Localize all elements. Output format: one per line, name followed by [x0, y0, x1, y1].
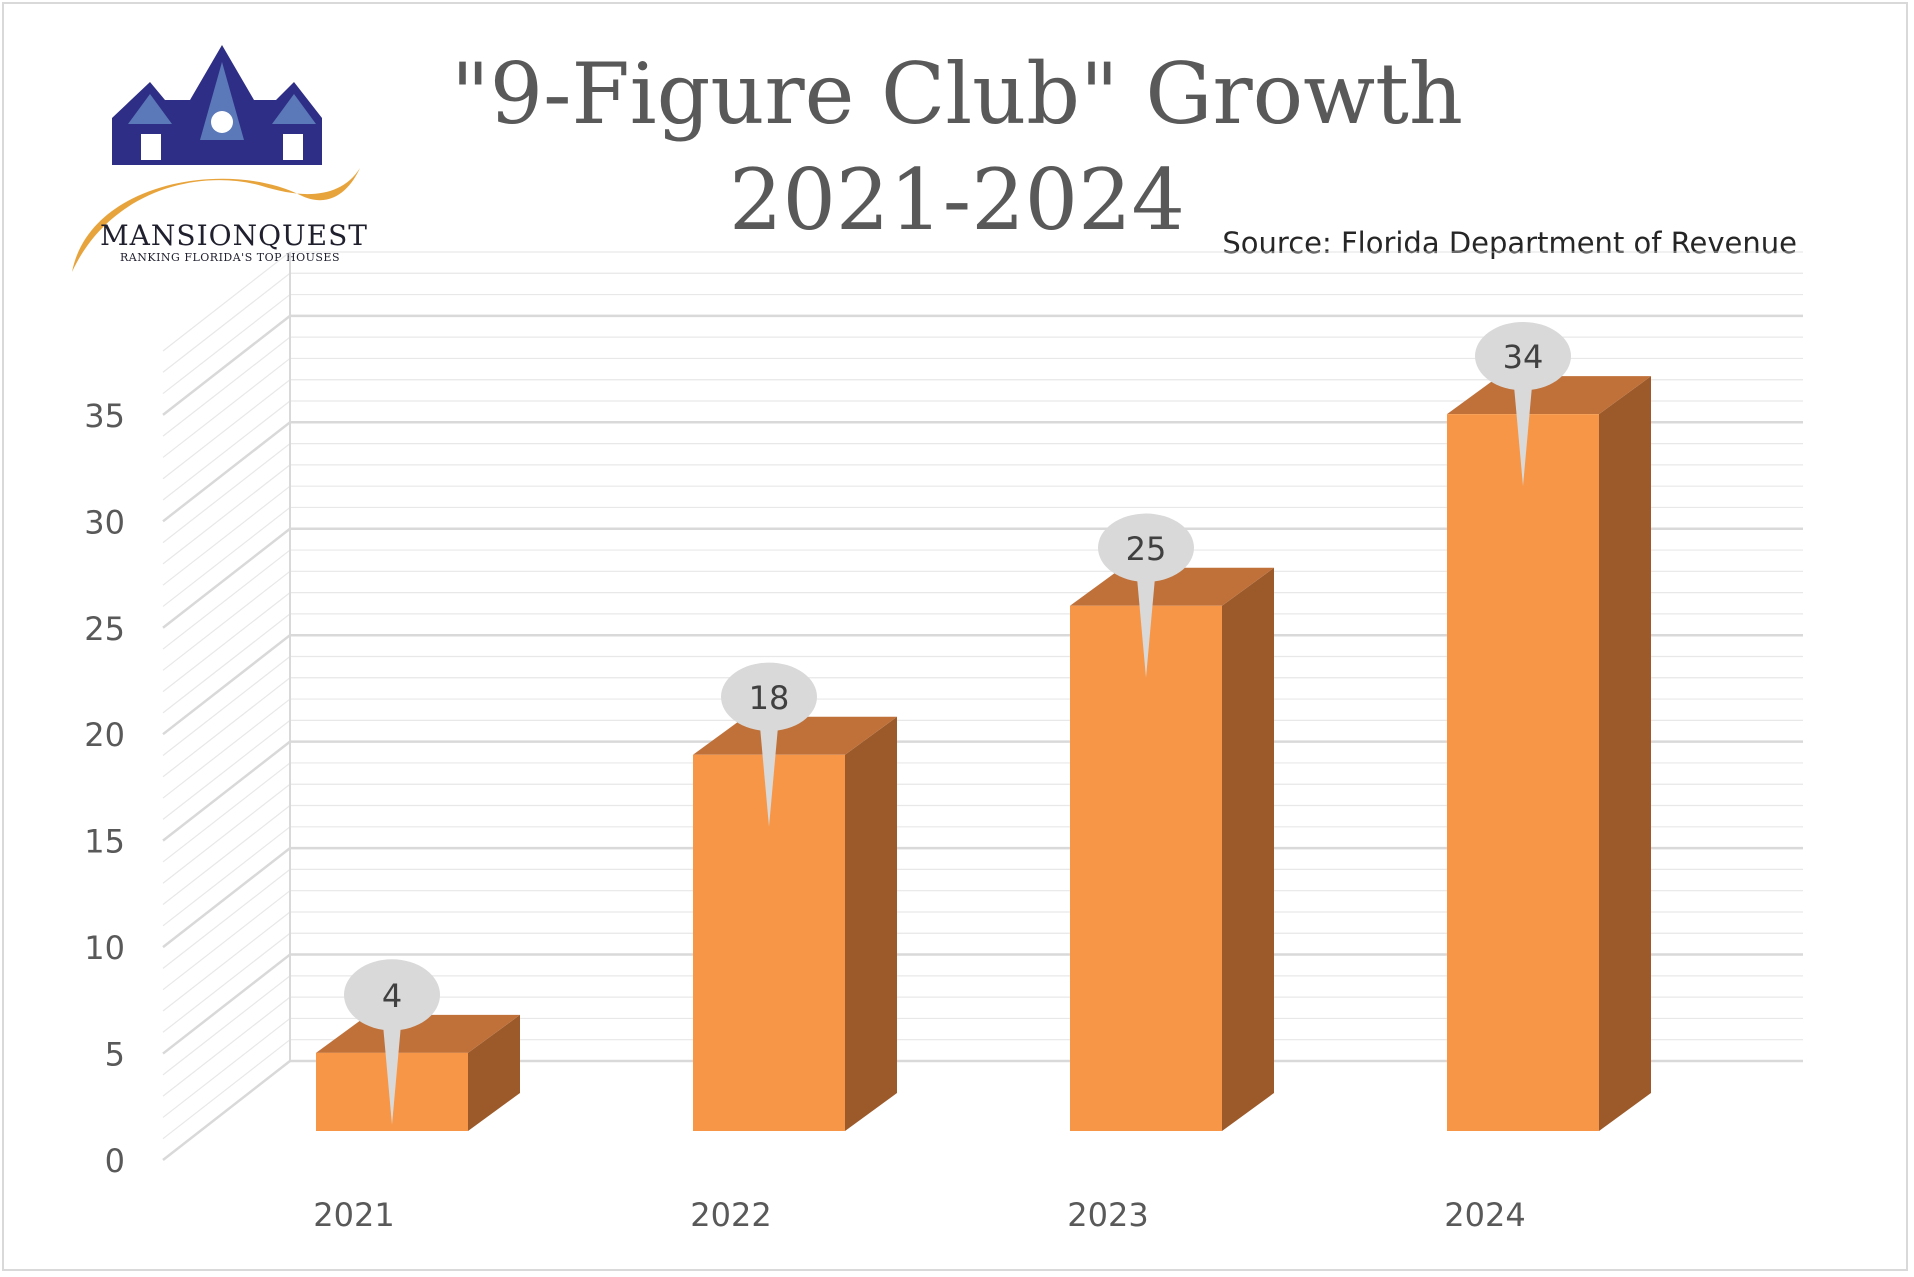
x-tick-label: 2022 — [690, 1196, 771, 1234]
gridline-floor — [162, 506, 291, 607]
gridline-floor — [162, 698, 291, 799]
gridline-floor — [162, 719, 291, 820]
bar-top — [1447, 376, 1651, 415]
gridline-floor — [162, 592, 291, 693]
gridline-floor — [162, 634, 291, 736]
logo-house-icon — [112, 45, 322, 165]
gridline-floor — [162, 421, 291, 523]
y-tick-label: 25 — [84, 610, 125, 648]
gridline-floor — [162, 443, 291, 544]
bar-side — [1599, 376, 1651, 1131]
bar-side — [845, 716, 897, 1131]
gridline-floor — [162, 314, 291, 416]
data-label: 25 — [1126, 530, 1167, 568]
logo-swoosh — [72, 168, 360, 272]
gridline-floor — [162, 847, 291, 949]
y-tick-label: 5 — [105, 1036, 125, 1074]
gridline-floor — [162, 527, 291, 629]
y-tick-label: 15 — [84, 823, 125, 861]
bar-side — [1222, 567, 1274, 1131]
gridline-floor — [162, 762, 291, 863]
data-label-pointer — [760, 726, 778, 827]
gridline-floor — [162, 890, 291, 991]
y-tick-label: 20 — [84, 716, 125, 754]
gridline-floor — [162, 272, 291, 373]
source-note: Source: Florida Department of Revenue — [1222, 226, 1797, 260]
logo-name: MANSIONQUEST — [100, 219, 368, 252]
gridline-floor — [162, 975, 291, 1076]
gridline-floor — [162, 996, 291, 1097]
gridline-floor — [162, 740, 291, 842]
data-label-bubble — [721, 662, 817, 731]
gridline-floor — [162, 656, 291, 756]
gridline-floor — [162, 464, 291, 565]
gridline-floor — [162, 911, 291, 1012]
gridline-floor — [162, 868, 291, 969]
gridline-floor — [162, 932, 291, 1033]
gridline-floor — [162, 400, 291, 501]
gridline-floor — [162, 1017, 291, 1118]
data-label-bubble — [1475, 321, 1571, 391]
gridline-floor — [162, 805, 291, 905]
bar — [1070, 605, 1222, 1131]
x-tick-label: 2021 — [313, 1196, 394, 1234]
bar-top — [693, 716, 897, 755]
y-tick-label: 30 — [84, 503, 125, 541]
bar — [1447, 414, 1599, 1131]
gridline-floor — [162, 613, 291, 714]
gridline-floor — [162, 826, 291, 927]
gridline-floor — [162, 783, 291, 884]
gridline-floor — [162, 379, 291, 480]
data-label: 18 — [749, 679, 790, 717]
y-tick-label: 10 — [84, 929, 125, 967]
bar-side — [468, 1014, 520, 1131]
gridline-floor — [162, 953, 291, 1055]
bar-top — [1070, 567, 1274, 606]
gridline-floor — [162, 549, 291, 650]
gridline-floor — [162, 357, 291, 458]
gridline-floor — [162, 485, 291, 586]
y-tick-label: 35 — [84, 397, 125, 435]
chart-subtitle: 2021-2024 — [729, 151, 1185, 249]
gridline-floor — [162, 1039, 291, 1140]
data-label-pointer — [383, 1024, 401, 1125]
data-label-pointer — [1514, 386, 1532, 487]
gridline-floor — [162, 1060, 291, 1161]
data-label: 4 — [382, 977, 402, 1015]
x-tick-label: 2024 — [1444, 1196, 1525, 1234]
logo-tagline: RANKING FLORIDA'S TOP HOUSES — [120, 251, 340, 264]
data-label: 34 — [1503, 338, 1544, 376]
gridline-floor — [162, 294, 291, 395]
x-tick-label: 2023 — [1067, 1196, 1148, 1234]
data-label-pointer — [1137, 577, 1155, 678]
gridline-floor — [162, 336, 291, 437]
gridline-floor — [162, 677, 291, 778]
y-tick-label: 0 — [105, 1142, 125, 1180]
data-label-bubble — [344, 959, 440, 1031]
chart-title: "9-Figure Club" Growth — [451, 45, 1463, 143]
data-label-bubble — [1098, 513, 1194, 582]
gridline-floor — [162, 251, 291, 352]
gridline-floor — [162, 570, 291, 671]
